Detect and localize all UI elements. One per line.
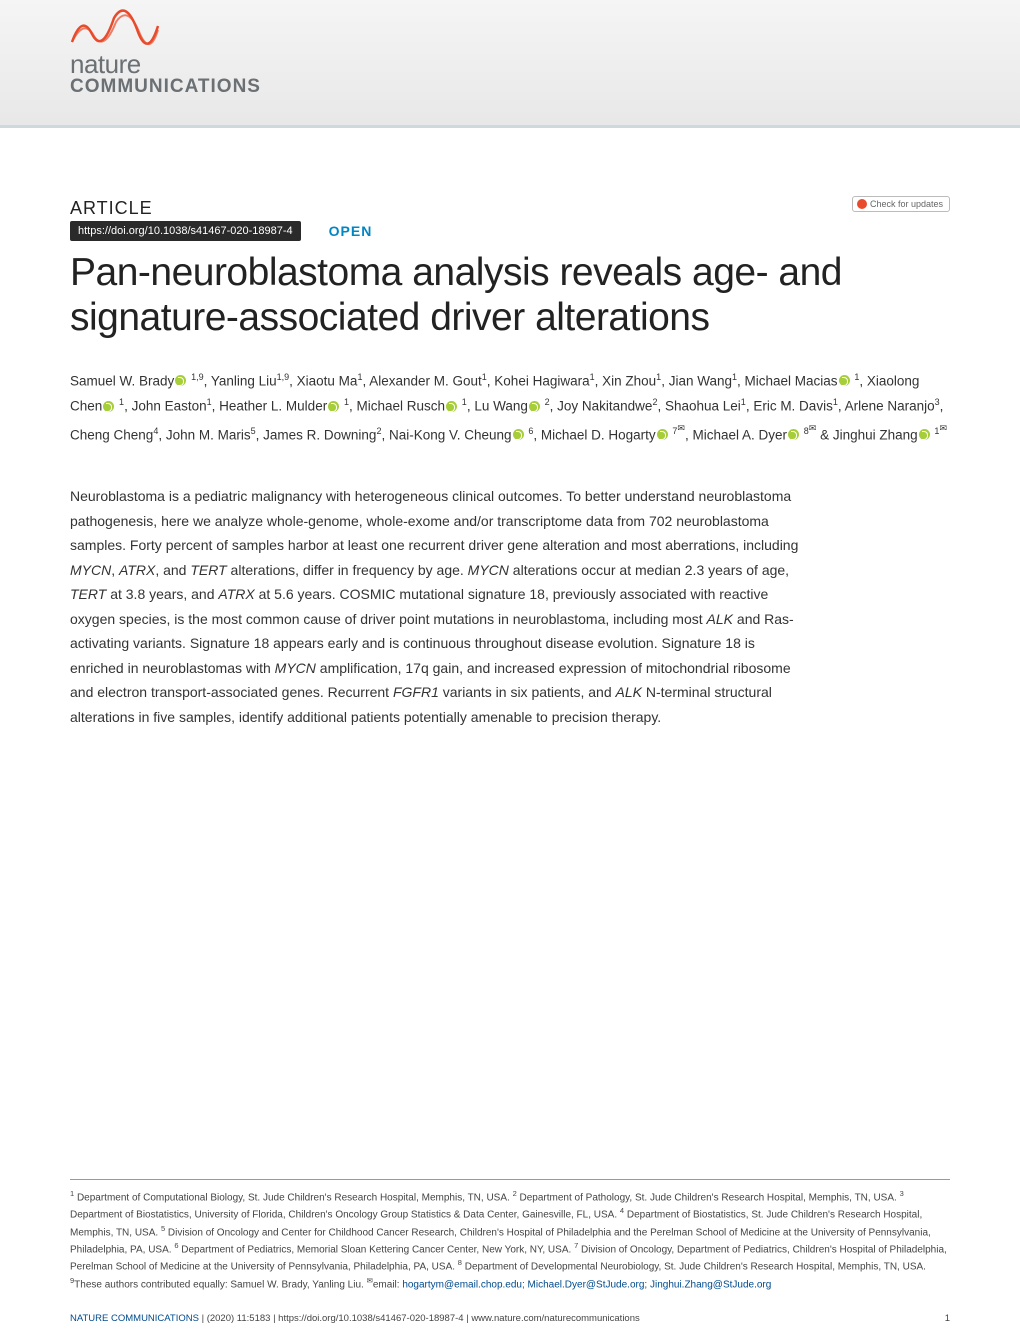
abstract-text: Neuroblastoma is a pediatric malignancy …: [70, 484, 810, 729]
open-access-label: OPEN: [329, 223, 373, 239]
crossmark-icon: [857, 199, 867, 209]
article-content: ARTICLE https://doi.org/10.1038/s41467-0…: [0, 128, 1020, 729]
logo-text-communications: COMMUNICATIONS: [70, 76, 261, 98]
article-title: Pan-neuroblastoma analysis reveals age- …: [70, 251, 950, 341]
doi-row: https://doi.org/10.1038/s41467-020-18987…: [70, 221, 950, 241]
page-number: 1: [945, 1313, 950, 1324]
logo-wave-icon: [70, 8, 160, 46]
footer-citation: NATURE COMMUNICATIONS | (2020) 11:5183 |…: [70, 1313, 640, 1324]
check-updates-button[interactable]: Check for updates: [852, 196, 950, 212]
footer-journal: NATURE COMMUNICATIONS: [70, 1313, 199, 1324]
footer-details: | (2020) 11:5183 | https://doi.org/10.10…: [202, 1313, 640, 1324]
check-updates-label: Check for updates: [870, 199, 943, 209]
author-list: Samuel W. Brady 1,9, Yanling Liu1,9, Xia…: [70, 369, 950, 448]
doi-link[interactable]: https://doi.org/10.1038/s41467-020-18987…: [70, 221, 301, 241]
journal-logo: nature COMMUNICATIONS: [70, 8, 261, 98]
article-type-label: ARTICLE: [70, 198, 950, 219]
affiliations-block: 1 Department of Computational Biology, S…: [70, 1179, 950, 1292]
journal-header: nature COMMUNICATIONS: [0, 0, 1020, 128]
page-footer: NATURE COMMUNICATIONS | (2020) 11:5183 |…: [70, 1313, 950, 1324]
